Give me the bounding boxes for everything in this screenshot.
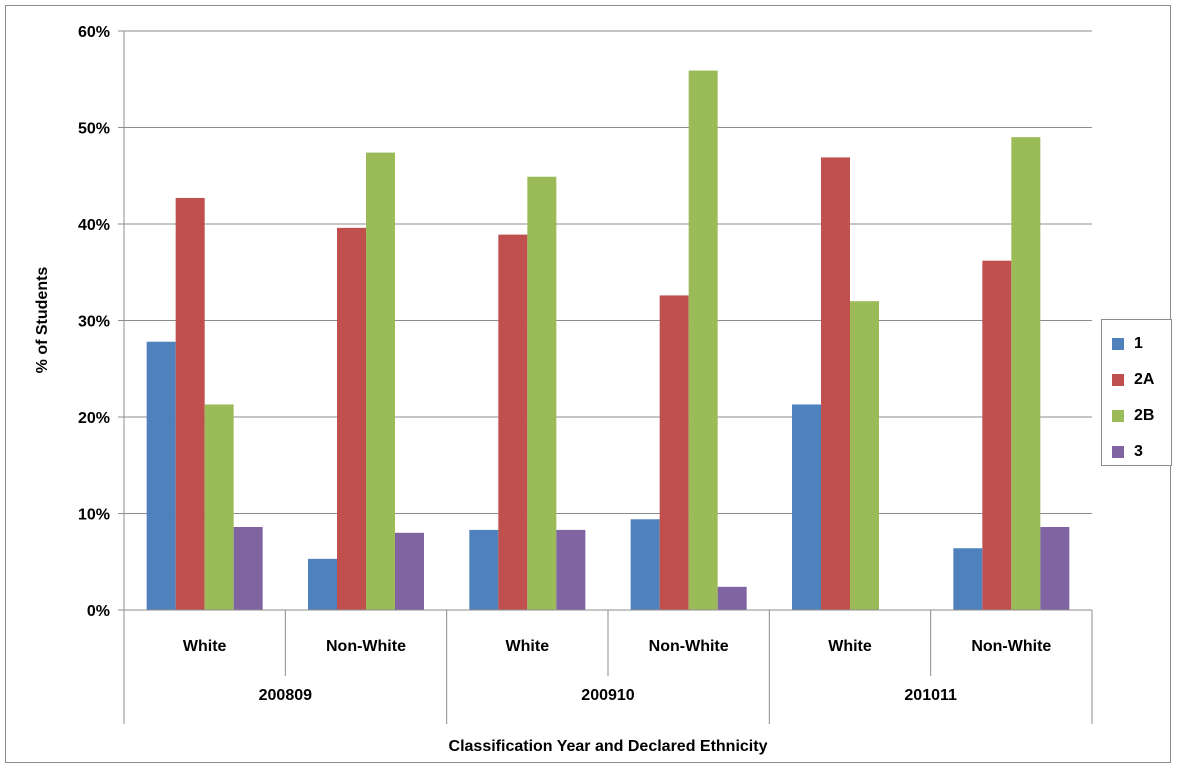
y-tick-label: 40%	[78, 217, 110, 234]
bar-3-3	[717, 586, 747, 610]
x-group-label: 201011	[904, 687, 957, 704]
x-group-label: 200809	[259, 687, 312, 704]
y-tick-labels: 0% 10% 20% 30% 40% 50% 60%	[78, 24, 110, 620]
bar-2B-5	[1011, 137, 1041, 610]
legend-item-1: 1	[1112, 334, 1143, 354]
legend-item-2A: 2A	[1112, 370, 1154, 390]
legend-item-2B: 2B	[1112, 406, 1154, 426]
bar-1-3	[630, 519, 660, 610]
legend-swatch	[1112, 410, 1124, 422]
bar-2A-5	[982, 260, 1012, 610]
legend-label: 2A	[1134, 371, 1155, 388]
bar-3-5	[1040, 527, 1070, 610]
bar-1-4	[792, 404, 821, 610]
legend-swatch	[1112, 338, 1124, 350]
bar-2A-3	[659, 295, 689, 610]
y-tick-label: 0%	[87, 603, 110, 620]
bar-2A-2	[498, 234, 528, 611]
legend-label: 2B	[1134, 407, 1155, 424]
x-group-label: 200910	[581, 687, 634, 704]
bar-2B-0	[204, 404, 234, 610]
x-category-label: White	[506, 638, 550, 655]
bar-2B-2	[527, 176, 557, 610]
bar-2A-0	[175, 197, 205, 610]
bar-1-5	[953, 548, 983, 610]
bar-1-1	[308, 558, 337, 610]
y-tick-label: 20%	[78, 410, 110, 427]
legend: 1 2A 2B 3	[1101, 319, 1172, 466]
bar-3-1	[395, 532, 424, 610]
legend-label: 3	[1134, 443, 1143, 460]
axes	[123, 31, 1093, 724]
legend-swatch	[1112, 374, 1124, 386]
x-axis-title: Classification Year and Declared Ethnici…	[449, 738, 768, 755]
bar-1-0	[146, 341, 176, 610]
y-tick-label: 60%	[78, 24, 110, 41]
bar-1-2	[469, 529, 499, 610]
legend-label: 1	[1134, 335, 1143, 352]
y-axis-title: % of Students	[34, 267, 51, 374]
bar-3-2	[556, 529, 586, 610]
legend-item-3: 3	[1112, 442, 1143, 462]
bar-2A-1	[337, 227, 366, 611]
bar-2A-4	[821, 157, 850, 611]
legend-swatch	[1112, 446, 1124, 458]
y-tick-label: 30%	[78, 314, 110, 331]
bar-2B-1	[366, 152, 395, 610]
bar-2B-3	[688, 70, 718, 610]
x-category-label: Non-White	[971, 638, 1051, 655]
x-category-label: White	[183, 638, 227, 655]
bars	[146, 70, 1070, 611]
x-category-label: Non-White	[649, 638, 729, 655]
y-tick-label: 50%	[78, 121, 110, 138]
bar-2B-4	[850, 301, 879, 610]
x-category-label: Non-White	[326, 638, 406, 655]
grid-lines	[118, 30, 1092, 611]
x-tick-labels: White Non-White White Non-White White Non-Whi…	[183, 638, 1052, 704]
y-tick-label: 10%	[78, 507, 110, 524]
bar-3-0	[233, 527, 263, 610]
x-category-label: White	[828, 638, 872, 655]
